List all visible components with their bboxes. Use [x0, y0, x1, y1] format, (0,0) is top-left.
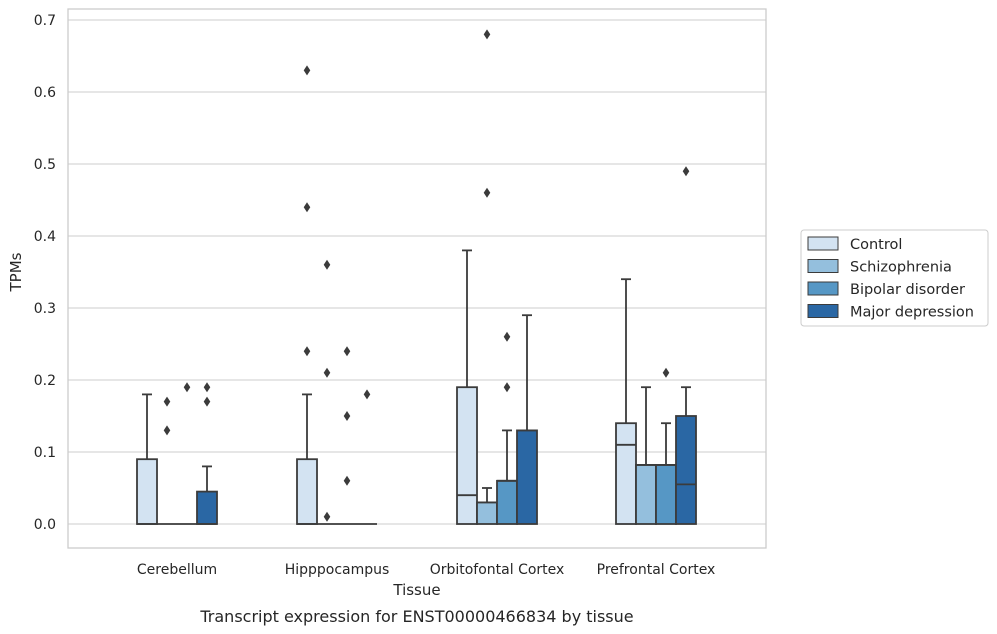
x-tick-label: Orbitofontal Cortex: [430, 562, 565, 578]
outlier-point: [363, 389, 371, 400]
x-tick-labels: Cerebellum Hipppocampus Orbitofontal Corte…: [137, 562, 715, 578]
outlier-point: [203, 382, 211, 393]
box-2-1: [476, 487, 498, 525]
outlier-point: [303, 346, 311, 357]
legend-swatch: [807, 304, 839, 318]
outlier-point: [323, 511, 331, 522]
box-2-3: [516, 314, 538, 525]
box-body: [635, 464, 657, 525]
y-tick-label: 0.0: [34, 517, 56, 533]
y-tick-label: 0.5: [34, 157, 56, 173]
y-tick-label: 0.1: [34, 445, 56, 461]
grid-lines: [68, 19, 766, 525]
plot-frame: [67, 8, 767, 549]
outlier-point: [503, 331, 511, 342]
outlier-point: [203, 396, 211, 407]
outlier-point: [163, 425, 171, 436]
x-tick-label: Cerebellum: [137, 562, 217, 578]
y-tick-label: 0.7: [34, 13, 56, 29]
legend-swatch: [807, 281, 839, 296]
legend: Control Schizophrenia Bipolar disorder Majo…: [800, 229, 989, 327]
box-body: [675, 415, 697, 525]
box-body: [615, 422, 637, 525]
box-3-1: [635, 386, 657, 525]
x-axis-title: Tissue: [392, 581, 440, 599]
outlier-point: [682, 166, 690, 177]
outlier-point: [483, 187, 491, 198]
legend-label: Bipolar disorder: [850, 282, 965, 298]
outlier-point: [163, 396, 171, 407]
outlier-point: [323, 367, 331, 378]
box-body: [136, 458, 158, 525]
y-tick-label: 0.3: [34, 301, 56, 317]
box-3-2: [655, 422, 677, 525]
outliers: [163, 29, 690, 522]
box-3-3: [675, 386, 697, 525]
y-tick-label: 0.2: [34, 373, 56, 389]
legend-frame: [800, 229, 989, 327]
y-axis-title: TPMs: [7, 252, 25, 292]
legend-label: Schizophrenia: [850, 260, 952, 276]
outlier-point: [343, 346, 351, 357]
box-0-0: [136, 393, 158, 525]
outlier-point: [662, 367, 670, 378]
outlier-point: [303, 65, 311, 76]
outlier-point: [303, 202, 311, 213]
box-body: [476, 501, 498, 525]
legend-swatch: [807, 259, 839, 273]
box-body: [456, 386, 478, 525]
outlier-point: [183, 382, 191, 393]
outlier-point: [483, 29, 491, 40]
legend-swatch: [807, 236, 839, 251]
boxes: [136, 249, 697, 525]
outlier-point: [343, 475, 351, 486]
y-tick-labels: 0.0 0.1 0.2 0.3 0.4 0.5 0.6 0.7: [34, 13, 56, 533]
box-body: [496, 479, 518, 525]
outlier-point: [503, 382, 511, 393]
box-body: [196, 490, 218, 525]
outlier-point: [343, 411, 351, 421]
box-2-2: [496, 429, 518, 525]
box-2-0: [456, 249, 478, 525]
x-tick-label: Hipppocampus: [285, 562, 390, 578]
box-body: [655, 464, 677, 525]
x-tick-label: Prefrontal Cortex: [597, 562, 716, 578]
y-tick-label: 0.4: [34, 229, 56, 245]
legend-label: Control: [850, 237, 902, 253]
box-body: [296, 458, 318, 525]
y-tick-label: 0.6: [34, 85, 56, 101]
box-3-0: [615, 278, 637, 525]
box-body: [516, 429, 538, 525]
box-0-3: [196, 465, 218, 525]
chart-caption: Transcript expression for ENST0000046683…: [199, 607, 633, 626]
box-1-0: [296, 393, 318, 525]
legend-label: Major depression: [850, 305, 974, 321]
outlier-point: [323, 259, 331, 270]
